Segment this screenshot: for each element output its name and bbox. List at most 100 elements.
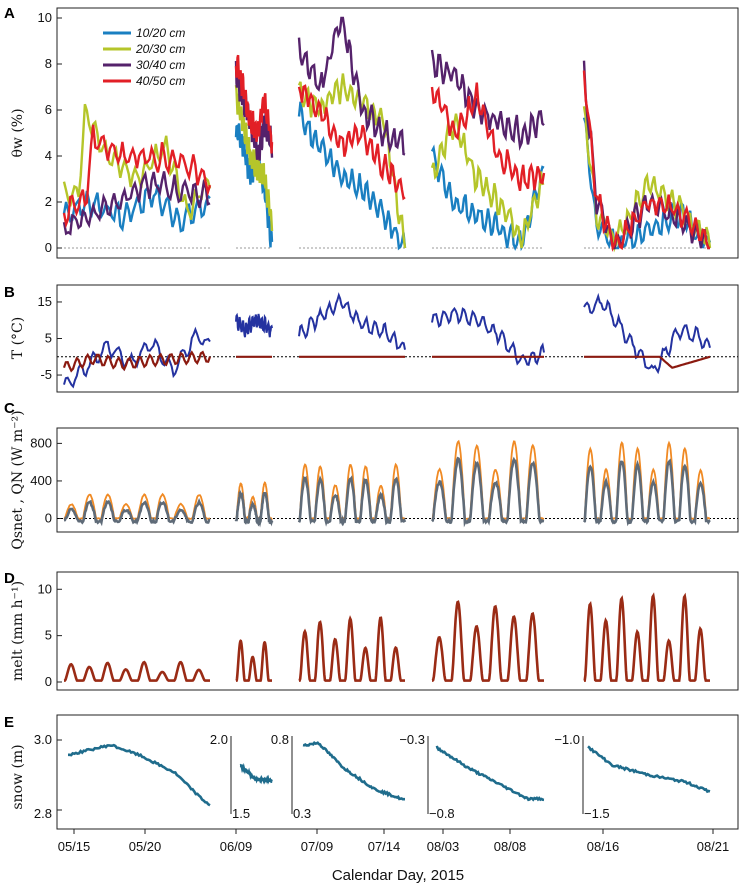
panel-b-frame [56,284,739,393]
series-line-air [63,326,211,389]
xtick-label: 06/09 [220,839,253,854]
ytick-label: 6 [45,102,52,117]
panel-b-ylabel: T (°C) [10,317,26,359]
ytick-label: 5 [45,628,52,643]
panel-e-axes: 3.0 2.8 2.0 1.5 0.8 0.3 −0.3 −0.8 −1.0 −1.5 [34,732,610,821]
ytick-label: 400 [30,473,52,488]
legend-label-20-30: 20/30 cm [135,42,185,56]
snow-axis-top-label: −1.0 [554,732,580,747]
xtick-label: 08/08 [494,839,527,854]
series-line-Qsnet [431,456,545,528]
ytick-label: 0 [45,510,52,525]
series-line-30-40-cm [430,49,545,152]
ytick-label: 15 [38,294,52,309]
snow-axis-bottom-label: 0.3 [293,806,311,821]
legend-label-40-50: 40/50 cm [136,74,185,88]
xtick-label: 05/15 [58,839,91,854]
ytick-label: 8 [45,56,52,71]
panel-d-yticks: 0 5 10 [38,581,62,689]
panel-a-legend: 10/20 cm 20/30 cm 30/40 cm 40/50 cm [103,26,185,88]
xtick-label: 08/21 [697,839,730,854]
snow-axis-top-label: 0.8 [271,732,289,747]
series-line-10-20-cm [297,101,407,251]
series-line-snow [68,743,211,807]
series-line-20-30-cm [62,103,212,220]
legend-label-10-20: 10/20 cm [136,26,185,40]
series-line-40-50-cm [582,70,711,252]
series-line-snow [587,745,711,794]
ytick-label: 800 [30,435,52,450]
series-line-melt [63,660,210,682]
panel-b-label: B [4,284,15,301]
panel-c: C Qsnet , QN (W m⁻²) 0 400 800 [4,400,739,550]
panel-e: E snow (m) 3.0 2.8 2.0 1.5 0.8 0.3 −0.3 −0.8 −1.… [4,714,739,830]
ytick-label: 10 [38,10,52,25]
series-line-melt [235,639,272,682]
series-line-melt [431,600,544,682]
series-line-20-30-cm [234,84,274,232]
xtick-label: 08/16 [587,839,620,854]
series-line-10-20-cm [430,144,545,252]
panel-d-frame [56,571,739,691]
panel-e-label: E [4,714,14,731]
panel-a-label: A [4,5,15,22]
series-line-snow [239,762,273,785]
xtick-label: 07/14 [368,839,401,854]
panel-a: A θw (%) 0 2 4 6 8 10 10/20 cm 20/30 cm 30/40… [4,5,739,259]
ytick-label: 0 [45,674,52,689]
series-line-Qsnet [234,489,274,528]
series-line-30-40-cm [297,16,406,156]
panel-c-yticks: 0 400 800 [30,435,62,525]
x-axis-ticks: 05/15 05/20 06/09 07/09 07/14 08/03 08/08 08/16… [58,829,730,854]
ytick-label: 2 [45,194,52,209]
ytick-label: 5 [45,331,52,346]
panel-e-frame [56,714,739,830]
snow-axis-top-label: 2.0 [210,732,228,747]
series-line-air [431,306,545,366]
panel-c-frame [56,427,739,533]
snow-axis-top-label: −0.3 [399,732,425,747]
series-line-air [298,292,406,350]
xtick-label: 07/09 [301,839,334,854]
panel-d-ylabel: melt (mm h⁻¹) [10,581,26,681]
series-line-QN [235,481,273,522]
series-line-ground [584,355,711,369]
panel-a-yticks: 0 2 4 6 8 10 [38,10,62,255]
panel-d-series [63,592,710,682]
panel-e-ylabel: snow (m) [10,744,26,809]
snow-axis-bottom-label: 2.8 [34,806,52,821]
series-line-40-50-cm [430,82,546,192]
series-line-30-40-cm [62,170,211,236]
x-axis-label: Calendar Day, 2015 [332,867,464,884]
panel-a-series [62,16,712,253]
panel-b-yticks: -5 5 15 [38,294,62,382]
series-line-air [583,292,711,375]
ytick-label: 4 [45,148,52,163]
snow-axis-top-label: 3.0 [34,732,52,747]
ytick-label: 10 [38,581,52,596]
panel-d-label: D [4,570,15,587]
series-line-40-50-cm [62,124,212,229]
snow-axis-bottom-label: −1.5 [584,806,610,821]
ytick-label: -5 [40,367,52,382]
snow-axis-bottom-label: 1.5 [232,806,250,821]
series-line-Qsnet [63,498,211,527]
xtick-label: 05/20 [129,839,162,854]
series-line-snow [435,745,545,802]
series-line-snow [302,741,405,801]
series-line-air [235,312,273,338]
panel-b-series [62,292,711,389]
ytick-label: 0 [45,240,52,255]
series-line-40-50-cm [297,84,406,201]
panel-a-frame [56,7,739,259]
panel-c-ylabel: Qsnet , QN (W m⁻²) [10,410,26,549]
panel-d: D melt (mm h⁻¹) 0 5 10 [4,570,739,691]
panel-c-label: C [4,400,15,417]
series-line-Qsnet [582,458,711,527]
xtick-label: 08/03 [427,839,460,854]
snow-axis-bottom-label: −0.8 [429,806,455,821]
series-line-ground [62,350,212,373]
panel-a-ylabel: θw (%) [10,108,26,157]
panel-b: B T (°C) -5 5 15 [4,284,739,393]
